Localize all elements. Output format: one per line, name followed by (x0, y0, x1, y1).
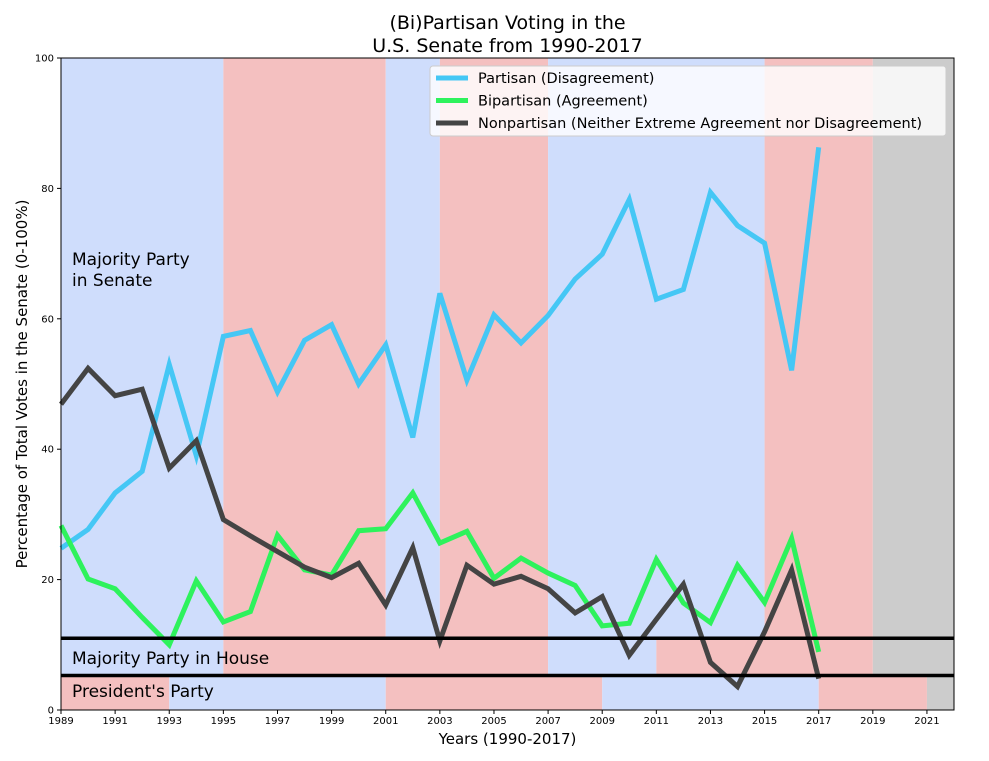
chart-title-line-1: (Bi)Partisan Voting in the (389, 12, 625, 34)
president-label: President's Party (72, 682, 214, 702)
president-band-5 (926, 675, 954, 710)
x-axis: 1989 1991 1993 1995 1997 1999 2001 2003 2005 2007… (48, 710, 940, 727)
senate-label-line-2: in Senate (72, 271, 152, 291)
senate-band-1 (223, 58, 386, 639)
house-band-1 (223, 638, 549, 676)
x-tick-label: 2011 (644, 716, 669, 727)
x-tick-label: 1993 (157, 716, 182, 727)
y-tick-label: 40 (41, 445, 54, 456)
y-tick-label: 20 (41, 575, 54, 586)
y-axis-label: Percentage of Total Votes in the Senate … (13, 200, 31, 569)
x-tick-label: 2007 (535, 716, 560, 727)
y-tick-label: 0 (48, 706, 54, 717)
x-tick-label: 2001 (373, 716, 398, 727)
president-band-4 (818, 675, 927, 710)
legend-label-2: Nonpartisan (Neither Extreme Agreement n… (478, 116, 922, 132)
y-tick-label: 60 (41, 314, 54, 325)
chart-title-line-2: U.S. Senate from 1990-2017 (372, 35, 643, 57)
x-tick-label: 2015 (752, 716, 777, 727)
x-tick-label: 2003 (427, 716, 452, 727)
house-band-0 (61, 638, 224, 676)
legend: Partisan (Disagreement) Bipartisan (Agree… (429, 65, 947, 137)
senate-band-0 (61, 58, 224, 639)
president-band-0 (61, 675, 170, 710)
legend-label-0: Partisan (Disagreement) (478, 71, 654, 87)
y-axis: 0 20 40 60 80 100 (35, 54, 61, 717)
series-lines (58, 147, 822, 691)
senate-band-6 (872, 58, 954, 639)
president-band-1 (169, 675, 386, 710)
house-band-3 (656, 638, 873, 676)
y-tick-label: 100 (35, 54, 54, 65)
x-tick-label: 2005 (481, 716, 506, 727)
legend-box (429, 65, 947, 137)
series-line-0 (59, 147, 822, 551)
x-axis-label: Years (1990-2017) (438, 730, 577, 748)
x-tick-label: 1999 (319, 716, 344, 727)
president-band-2 (385, 675, 603, 710)
x-tick-label: 2009 (589, 716, 614, 727)
legend-label-1: Bipartisan (Agreement) (478, 94, 648, 110)
house-label: Majority Party in House (72, 649, 269, 669)
band-dividers (61, 636, 954, 678)
house-band-4 (872, 638, 954, 676)
senate-label-line-1: Majority Party (72, 250, 190, 270)
plot-frame (60, 57, 955, 711)
x-tick-label: 2019 (860, 716, 885, 727)
x-tick-label: 1997 (265, 716, 290, 727)
series-line-2 (59, 364, 822, 691)
x-tick-label: 2013 (698, 716, 723, 727)
x-tick-label: 1989 (48, 716, 73, 727)
senate-band-4 (548, 58, 765, 639)
president-band-3 (602, 675, 819, 710)
x-tick-label: 2017 (806, 716, 831, 727)
x-tick-label: 1995 (211, 716, 236, 727)
y-tick-label: 80 (41, 184, 54, 195)
x-tick-label: 1991 (102, 716, 127, 727)
party-bands (61, 58, 954, 710)
x-tick-label: 2021 (914, 716, 939, 727)
senate-band-5 (764, 58, 873, 639)
